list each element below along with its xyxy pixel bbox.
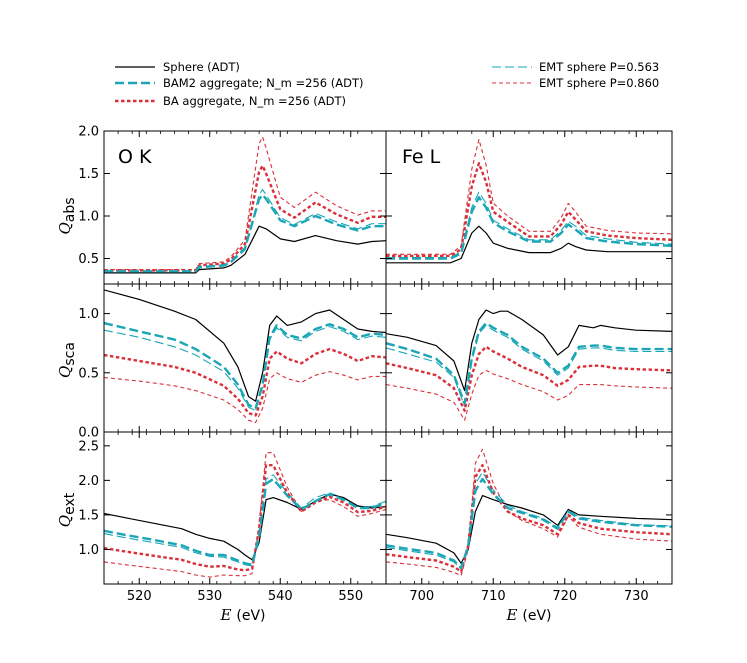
series-line-emt860: [104, 371, 386, 424]
panel-label-o-k: O K: [118, 146, 152, 168]
legend-label-emt860: EMT sphere P=0.860: [539, 76, 659, 90]
series-line-emt563: [386, 324, 672, 407]
ylabel-qsca: Qsca: [56, 342, 78, 378]
series-line-bam2: [386, 477, 672, 570]
series-line-emt563: [386, 191, 672, 259]
x-tick-label: 710: [481, 589, 506, 604]
panel-ok-q-sca: [104, 289, 386, 424]
ylabel-qabs: Qabs: [56, 197, 78, 234]
y-tick-label: 0.5: [78, 252, 99, 267]
series-line-bam2: [386, 321, 672, 405]
panel-ok-q-ext: [104, 452, 386, 578]
x-tick-label: 530: [197, 589, 222, 604]
xlabel-right: E (eV): [505, 606, 551, 624]
series-line-bam2: [104, 321, 386, 410]
xlabel-left: E (eV): [219, 606, 265, 624]
series-line-emt860: [104, 452, 386, 578]
series-line-emt860: [386, 369, 672, 421]
x-tick-label: 520: [127, 589, 152, 604]
y-tick-label: 0.5: [78, 366, 99, 381]
series-line-bam2: [386, 196, 672, 260]
series-line-ba: [104, 164, 386, 272]
x-tick-label: 720: [552, 589, 577, 604]
x-tick-label: 700: [409, 589, 434, 604]
y-tick-label: 0.0: [78, 426, 99, 441]
series-line-emt563: [104, 189, 386, 273]
panel-ok-q-abs: [104, 136, 386, 274]
y-tick-label: 1.0: [78, 307, 99, 322]
plot-area: [104, 136, 672, 578]
series-line-emt563: [386, 471, 672, 570]
axes-frames: 0.5 1.0 1.5 2.0 0.0 0.5 1.0 1.0 1.5 2.0 2.5 520 530 5…: [78, 125, 673, 604]
series-line-sphere: [386, 309, 672, 392]
series-line-emt860: [104, 136, 386, 271]
series-line-ba: [386, 345, 672, 412]
series-line-emt563: [104, 474, 386, 567]
y-tick-label: 1.5: [78, 508, 99, 523]
panel-fel-q-abs: [386, 138, 672, 264]
y-tick-label: 2.5: [78, 439, 99, 454]
y-tick-label: 2.0: [78, 125, 99, 140]
legend-label-ba: BA aggregate, N_m =256 (ADT): [163, 94, 346, 108]
series-line-emt563: [104, 326, 386, 412]
series-line-sphere: [386, 495, 672, 564]
x-tick-label: 730: [624, 589, 649, 604]
panel-fel-q-sca: [386, 309, 672, 421]
y-tick-label: 1.5: [78, 167, 99, 182]
series-line-bam2: [104, 477, 386, 566]
x-tick-label: 550: [338, 589, 363, 604]
ylabel-qext: Qext: [56, 492, 78, 527]
panel-label-fe-l: Fe L: [402, 146, 441, 168]
legend-label-emt563: EMT sphere P=0.563: [539, 60, 659, 74]
y-tick-label: 1.0: [78, 210, 99, 225]
legend-label-bam2: BAM2 aggregate; N_m =256 (ADT): [163, 76, 363, 90]
panel-fel-q-ext: [386, 448, 672, 577]
figure-frame: [103, 130, 673, 585]
series-line-bam2: [104, 193, 386, 273]
x-tick-label: 540: [268, 589, 293, 604]
series-line-sphere: [104, 225, 386, 274]
series-line-sphere: [104, 493, 386, 561]
series-line-sphere: [104, 289, 386, 402]
y-tick-label: 1.0: [78, 543, 99, 558]
series-line-emt860: [386, 138, 672, 255]
series-line-emt860: [386, 448, 672, 577]
series-line-sphere: [386, 225, 672, 264]
y-tick-label: 2.0: [78, 474, 99, 489]
legend: Sphere (ADT) BAM2 aggregate; N_m =256 (A…: [115, 60, 659, 108]
legend-label-sphere: Sphere (ADT): [163, 60, 240, 74]
series-line-ba: [386, 162, 672, 258]
